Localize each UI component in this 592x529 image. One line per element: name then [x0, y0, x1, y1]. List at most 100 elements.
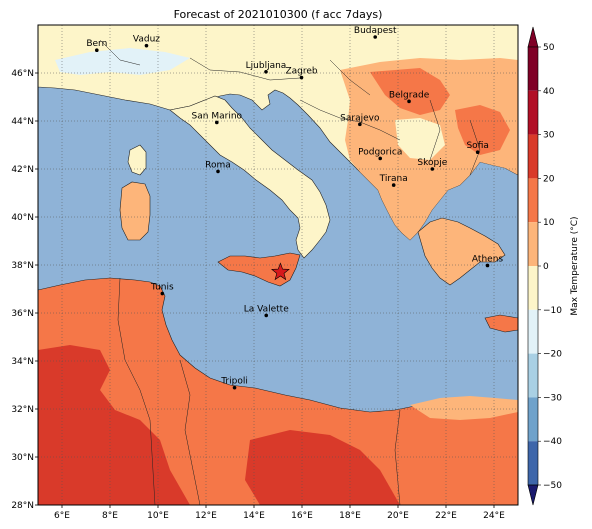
map-title: Forecast of 2021010300 (f acc 7days) [174, 8, 383, 21]
land-libya-coast-mild [410, 396, 518, 420]
colorbar-tick-label: −30 [543, 393, 562, 403]
x-axis-ticks: 6°E 8°E 10°E 12°E 14°E 16°E 18°E 20°E 22°E 24°E [54, 505, 505, 521]
city-label: Tunis [150, 283, 174, 293]
colorbar-segment [528, 441, 538, 485]
x-tick-label: 6°E [54, 511, 70, 521]
land-balkans-cool-patch [395, 118, 445, 160]
y-tick-label: 36°N [11, 309, 34, 319]
city-label: Zagreb [285, 67, 317, 77]
colorbar-segment [528, 309, 538, 354]
y-tick-label: 28°N [11, 501, 34, 511]
city-dot [485, 263, 490, 268]
city-dot [299, 75, 304, 80]
land-sardinia [119, 181, 151, 241]
colorbar-tick-label: −50 [543, 481, 562, 491]
land-north-africa-hotter-2 [245, 430, 400, 505]
colorbar-tick-label: 40 [543, 87, 555, 97]
city-dot [215, 120, 219, 125]
colorbar-segment [528, 178, 538, 223]
colorbar-bottom-arrow [527, 484, 539, 506]
colorbar-label: Max Temperature (°C) [570, 216, 580, 315]
colorbar-tick-label: −20 [543, 350, 562, 360]
red-star-marker [270, 262, 290, 281]
colorbar-segment [528, 397, 538, 442]
land-balkans-hot [370, 68, 450, 115]
city-label: Podgorica [358, 147, 402, 157]
land-balkans-hot-2 [455, 105, 510, 155]
city-label: Sofia [466, 141, 488, 151]
city-label: Skopje [417, 158, 447, 168]
colorbar-tick-label: 0 [543, 262, 549, 272]
city-label: Sarajevo [340, 113, 380, 123]
city-label: Roma [205, 160, 231, 170]
city-dot [264, 70, 268, 74]
city-dot [264, 313, 269, 318]
colorbar-tick-label: 30 [543, 131, 555, 141]
x-tick-label: 16°E [291, 511, 313, 521]
colorbar-segment [528, 134, 538, 179]
map-graticule [38, 25, 518, 505]
city-label: Belgrade [389, 90, 430, 100]
colorbar-tick-label: −10 [543, 306, 562, 316]
city-label: San Marino [192, 111, 243, 121]
land-greece-south [417, 217, 506, 286]
city-label: La Valette [244, 304, 289, 314]
city-dot [160, 291, 165, 296]
x-tick-label: 18°E [339, 511, 361, 521]
x-tick-label: 24°E [483, 511, 505, 521]
country-borders [99, 39, 481, 505]
colorbar-segment [528, 266, 538, 310]
y-tick-label: 42°N [11, 165, 34, 175]
land-crete [484, 314, 518, 333]
colorbar-tick-label: 20 [543, 174, 555, 184]
city-label: Bern [86, 39, 107, 49]
colorbar-tick-label: −40 [543, 437, 562, 447]
land-alps-cold [55, 48, 190, 75]
land-sicily [217, 252, 301, 287]
colorbar-segment [528, 353, 538, 398]
city-label: Ljubljana [246, 61, 287, 71]
city-dot [378, 156, 383, 161]
colorbar-tick-label: 50 [543, 43, 555, 53]
y-tick-label: 38°N [11, 261, 34, 271]
y-tick-label: 46°N [11, 69, 34, 79]
city-dot [232, 385, 237, 390]
x-tick-label: 8°E [102, 511, 118, 521]
y-tick-label: 34°N [11, 357, 34, 367]
city-dot [391, 183, 396, 187]
city-dot [373, 35, 378, 39]
colorbar-segment [528, 90, 538, 135]
city-dot [475, 150, 480, 154]
x-tick-label: 20°E [387, 511, 409, 521]
y-tick-label: 44°N [11, 117, 34, 127]
land-north-africa-hotter [38, 345, 190, 505]
y-tick-label: 32°N [11, 405, 34, 415]
city-label: Vaduz [133, 35, 160, 45]
city-dot [95, 48, 99, 52]
city-label: Tirana [379, 174, 408, 184]
y-tick-label: 30°N [11, 453, 34, 463]
x-tick-label: 22°E [435, 511, 457, 521]
city-dot [430, 167, 435, 171]
colorbar: 50 40 30 20 10 0 −10 −20 −30 −40 −50 [527, 26, 562, 506]
y-tick-label: 40°N [11, 213, 34, 223]
city-label: Athens [472, 254, 503, 264]
city-dot [144, 43, 149, 48]
city-label: Tripoli [220, 377, 248, 387]
colorbar-tick-label: 10 [543, 218, 555, 228]
land-italy [169, 95, 331, 259]
x-tick-label: 12°E [195, 511, 217, 521]
city-dot [358, 122, 362, 127]
colorbar-segment [528, 222, 538, 266]
city-label: Budapest [354, 26, 397, 36]
x-tick-label: 14°E [243, 511, 265, 521]
y-axis-ticks: 28°N 30°N 32°N 34°N 36°N 38°N 40°N 42°N 44°N 46°N [11, 69, 38, 511]
colorbar-segment [528, 47, 538, 91]
land-corsica [127, 144, 147, 176]
colorbar-top-arrow [527, 26, 539, 48]
city-dot [216, 169, 220, 174]
